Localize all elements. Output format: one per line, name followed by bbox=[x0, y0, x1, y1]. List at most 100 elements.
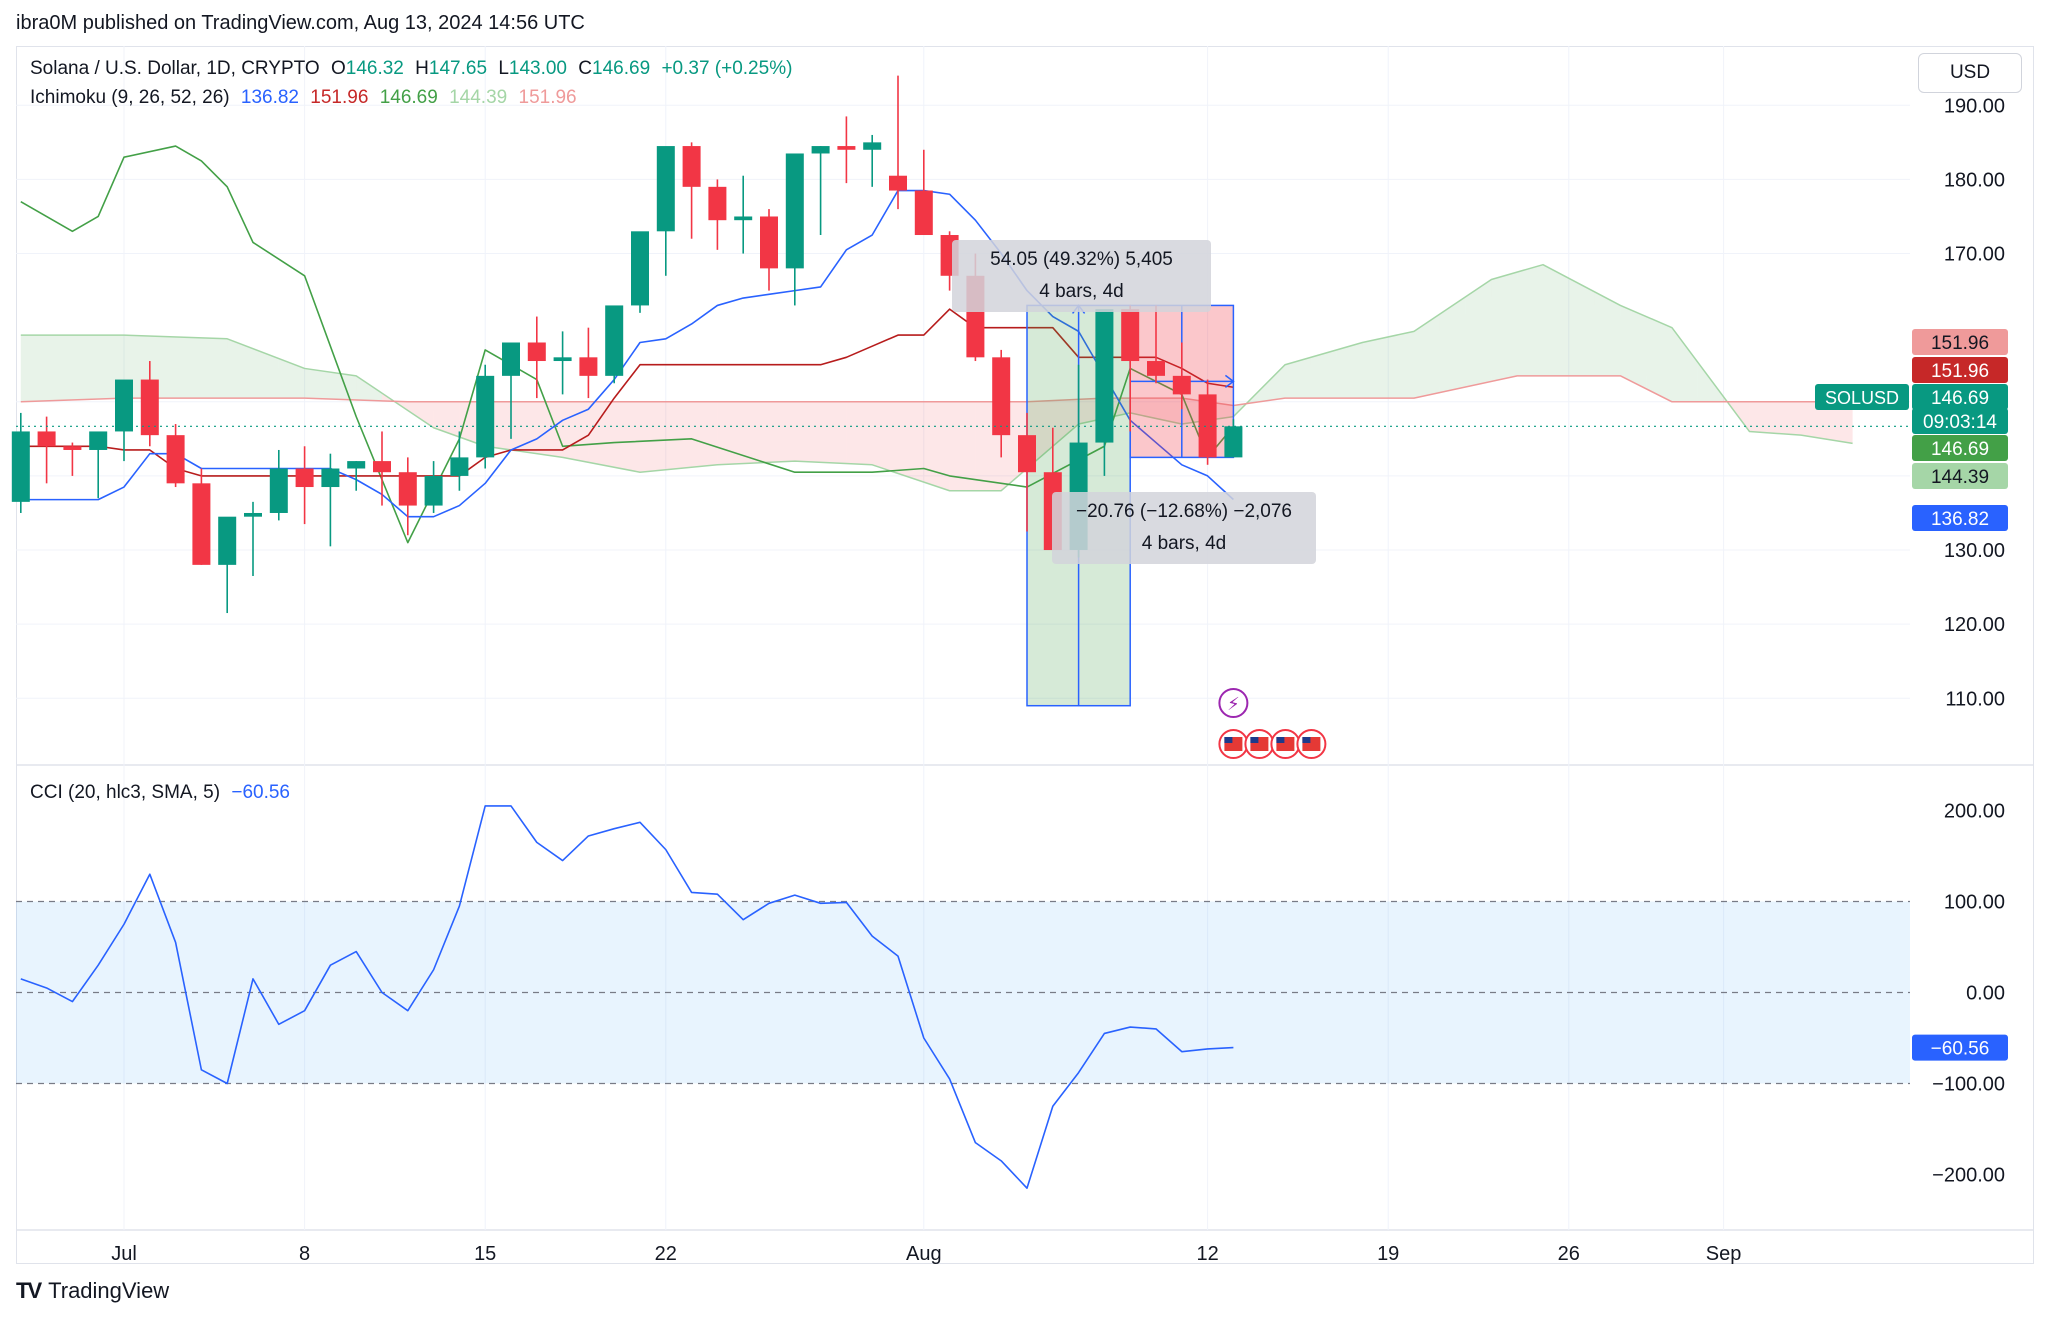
measure-down-label: −20.76 (−12.68%) −2,076 4 bars, 4d bbox=[1052, 492, 1316, 564]
cci-label: CCI (20, hlc3, SMA, 5) bbox=[30, 782, 221, 803]
candle bbox=[11, 412, 30, 513]
tradingview-footer[interactable]: TV TradingView bbox=[16, 1278, 169, 1304]
publisher-line: ibra0M published on TradingView.com, Aug… bbox=[16, 12, 585, 34]
candle bbox=[89, 431, 108, 499]
currency-selector[interactable]: USD bbox=[1918, 53, 2022, 93]
time-axis-tick: Jul bbox=[111, 1243, 137, 1265]
candle bbox=[321, 453, 340, 547]
candle bbox=[1095, 309, 1114, 476]
ichimoku-cloud-fill bbox=[1130, 398, 1156, 419]
symbol-title[interactable]: Solana / U.S. Dollar, 1D, CRYPTO bbox=[30, 58, 320, 79]
ichimoku-cloud-fill bbox=[717, 401, 744, 465]
ichimoku-cloud-fill bbox=[949, 401, 976, 491]
ichimoku-cloud-fill bbox=[923, 401, 950, 491]
candle bbox=[63, 442, 82, 476]
close-value: 146.69 bbox=[592, 58, 651, 79]
ichimoku-cloud-fill bbox=[511, 401, 537, 454]
candle-body bbox=[579, 357, 598, 376]
ichimoku-cloud-fill bbox=[1749, 401, 1776, 434]
ichimoku-cloud-fill bbox=[1465, 279, 1492, 387]
candle-body bbox=[373, 461, 391, 473]
candle-body bbox=[527, 342, 546, 362]
candle bbox=[708, 179, 727, 250]
measure-up-line1: 54.05 (49.32%) 5,405 bbox=[990, 249, 1173, 270]
price-legend: Solana / U.S. Dollar, 1D, CRYPTO O146.32… bbox=[30, 58, 798, 80]
time-axis-tick: 15 bbox=[474, 1243, 496, 1265]
ichimoku-cloud-fill bbox=[1491, 272, 1518, 382]
price-badge bbox=[1912, 408, 2008, 434]
candle bbox=[527, 316, 546, 399]
candle bbox=[605, 305, 624, 384]
price-badge bbox=[1912, 329, 2008, 355]
candle-body bbox=[914, 190, 933, 236]
time-axis-tick: Sep bbox=[1706, 1243, 1742, 1265]
candle bbox=[476, 364, 495, 469]
measure-up-label: 54.05 (49.32%) 5,405 4 bars, 4d bbox=[952, 240, 1211, 312]
close-label: C bbox=[578, 58, 593, 79]
candle bbox=[785, 153, 804, 306]
price-badge-text: 151.96 bbox=[1931, 361, 1989, 382]
candle bbox=[1147, 305, 1165, 384]
price-axis-tick: 170.00 bbox=[1944, 244, 2005, 266]
ichimoku-cloud-fill bbox=[898, 401, 924, 483]
candle-body bbox=[89, 431, 108, 450]
candle-body bbox=[1147, 361, 1165, 376]
ichimoku-span-b-line bbox=[20, 375, 1853, 407]
us-flag-canton-icon bbox=[1250, 737, 1259, 743]
candle-body bbox=[811, 146, 830, 154]
candle-body bbox=[1198, 394, 1217, 458]
candle bbox=[837, 116, 856, 184]
cci-axis-tick: −200.00 bbox=[1932, 1165, 2005, 1187]
candle bbox=[1224, 419, 1243, 458]
candle-body bbox=[321, 468, 340, 488]
candle-body bbox=[476, 375, 495, 458]
tradingview-brand: TradingView bbox=[48, 1278, 170, 1303]
candle bbox=[656, 146, 675, 276]
ichimoku-cloud-fill bbox=[1646, 316, 1672, 402]
price-axis-tick: 190.00 bbox=[1944, 95, 2005, 117]
candle-body bbox=[760, 216, 778, 269]
candle bbox=[1172, 342, 1191, 410]
ichimoku-cloud-fill bbox=[1826, 401, 1853, 444]
ichimoku-span-a-value: 144.39 bbox=[449, 87, 508, 108]
ichimoku-cloud-fill bbox=[20, 335, 47, 402]
candle bbox=[37, 416, 56, 484]
candle bbox=[269, 449, 288, 521]
time-axis-tick: 8 bbox=[299, 1243, 310, 1265]
cci-legend[interactable]: CCI (20, hlc3, SMA, 5) −60.56 bbox=[30, 782, 296, 804]
ichimoku-cloud-fill bbox=[665, 401, 692, 470]
high-label: H bbox=[415, 58, 429, 79]
candle bbox=[992, 349, 1011, 458]
ichimoku-cloud-fill bbox=[769, 401, 795, 463]
ichimoku-cloud-fill bbox=[201, 337, 228, 399]
candle-body bbox=[37, 431, 56, 447]
candle-body bbox=[11, 431, 30, 502]
price-badge bbox=[1912, 384, 2008, 410]
candle-body bbox=[553, 357, 572, 362]
candle-body bbox=[734, 216, 753, 221]
candle bbox=[166, 424, 185, 488]
ichimoku-cloud-fill bbox=[1310, 349, 1337, 399]
price-axis-tick: 180.00 bbox=[1944, 169, 2005, 191]
candle bbox=[631, 231, 649, 313]
time-axis-tick: 12 bbox=[1196, 1243, 1218, 1265]
ichimoku-base-line bbox=[20, 308, 1234, 477]
ichimoku-cloud-fill bbox=[1801, 401, 1827, 440]
low-value: 143.00 bbox=[508, 58, 568, 79]
candle-body bbox=[631, 231, 649, 306]
ichimoku-cloud-fill bbox=[1414, 314, 1440, 399]
ichimoku-cloud-fill bbox=[1052, 399, 1079, 447]
ichimoku-legend[interactable]: Ichimoku (9, 26, 52, 26) 136.82 151.96 1… bbox=[30, 87, 583, 109]
cci-axis-tick: −100.00 bbox=[1932, 1074, 2005, 1096]
ichimoku-cloud-fill bbox=[743, 401, 769, 464]
ichimoku-cloud-fill bbox=[407, 401, 434, 428]
measure-down-line2: 4 bars, 4d bbox=[1141, 533, 1227, 554]
candle-body bbox=[863, 142, 882, 150]
cci-line bbox=[20, 805, 1234, 1189]
candle-body bbox=[682, 146, 701, 187]
ichimoku-cloud-fill bbox=[46, 335, 73, 401]
candle bbox=[347, 461, 366, 491]
price-badge-text: 09:03:14 bbox=[1923, 412, 1997, 433]
ichimoku-cloud-fill bbox=[1543, 264, 1569, 376]
